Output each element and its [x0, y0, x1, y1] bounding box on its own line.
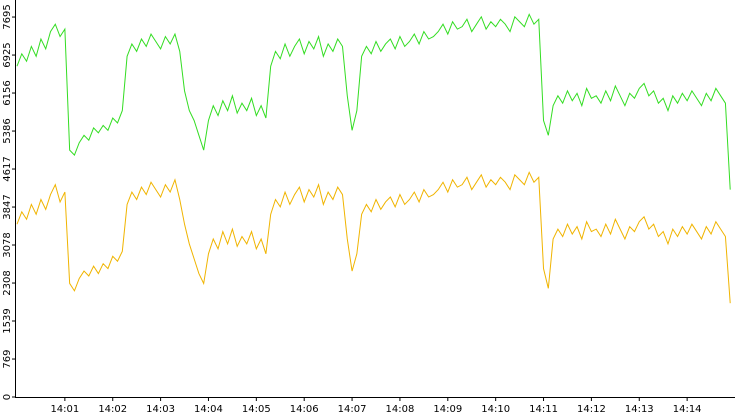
y-tick-label: 5386	[2, 118, 13, 143]
y-tick-label: 1539	[2, 308, 13, 333]
x-tick-label: 14:03	[146, 404, 175, 415]
y-tick-label: 2308	[2, 270, 13, 295]
x-tick-label: 14:01	[50, 404, 79, 415]
y-tick-label: 3078	[2, 232, 13, 257]
y-tick-label: 769	[2, 349, 13, 368]
x-tick-label: 14:12	[577, 404, 606, 415]
x-tick-label: 14:04	[194, 404, 223, 415]
y-tick-label: 6156	[2, 80, 13, 105]
y-tick-label: 6925	[2, 42, 13, 67]
x-tick-label: 14:11	[529, 404, 558, 415]
y-tick-label: 0	[2, 394, 13, 400]
y-tick-label: 4617	[2, 156, 13, 181]
x-tick-label: 14:05	[242, 404, 271, 415]
x-tick-label: 14:02	[98, 404, 127, 415]
series-line	[16, 13, 731, 190]
x-tick-label: 14:10	[481, 404, 510, 415]
y-tick-label: 3847	[2, 194, 13, 219]
series-line	[16, 171, 731, 304]
x-tick-label: 14:14	[673, 404, 702, 415]
x-tick-label: 14:06	[290, 404, 319, 415]
x-tick-label: 14:07	[338, 404, 367, 415]
x-tick-label: 14:08	[386, 404, 415, 415]
x-tick-label: 14:13	[625, 404, 654, 415]
x-tick-label: 14:09	[433, 404, 462, 415]
y-tick-label: 7695	[2, 4, 13, 29]
